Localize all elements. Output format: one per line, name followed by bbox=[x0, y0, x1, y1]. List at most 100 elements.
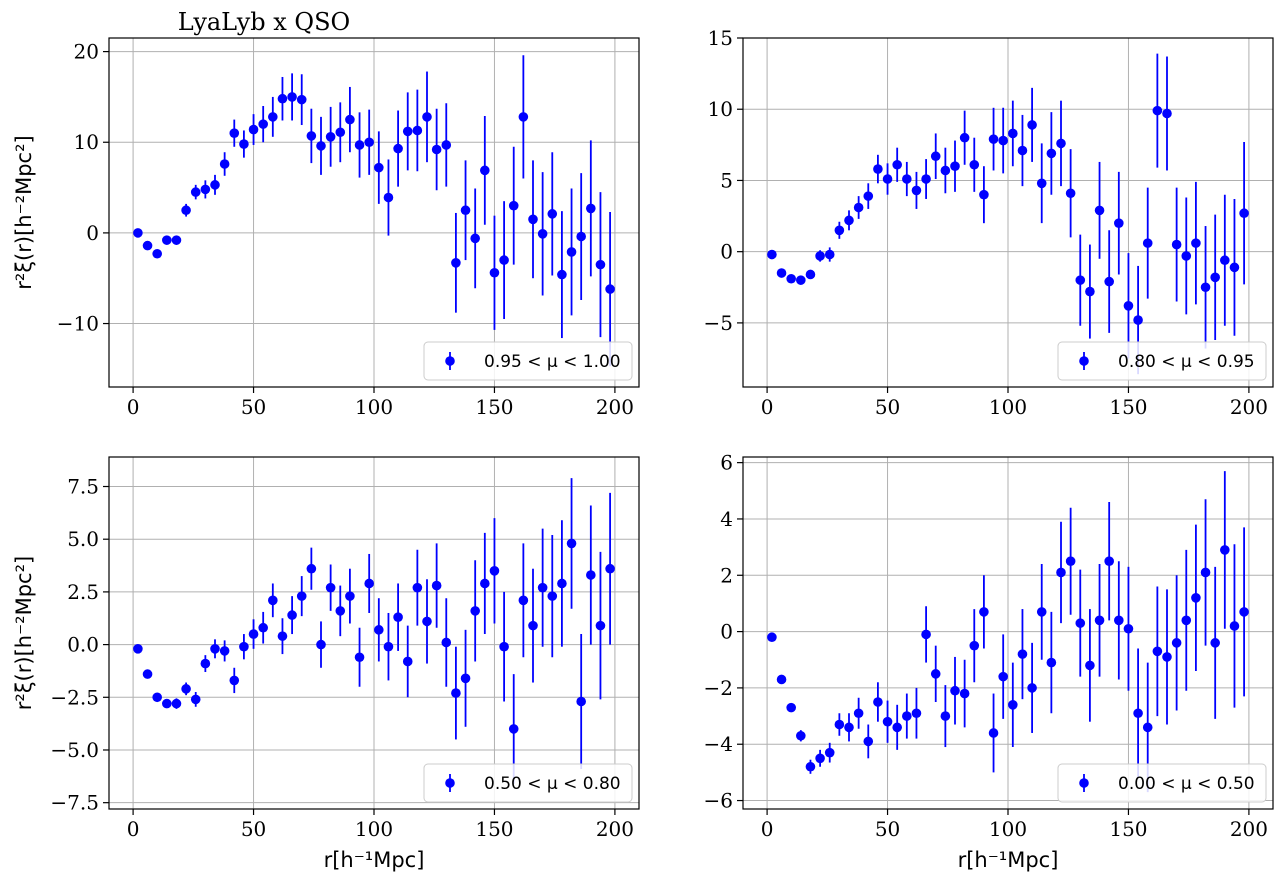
data-point bbox=[1220, 545, 1230, 555]
data-point bbox=[364, 578, 374, 589]
data-point bbox=[988, 728, 999, 738]
data-point bbox=[354, 140, 365, 150]
data-point bbox=[325, 582, 336, 593]
data-point bbox=[190, 187, 201, 197]
data-point bbox=[892, 722, 902, 733]
data-point bbox=[998, 135, 1008, 146]
legend-label: 0.50 < μ < 0.80 bbox=[484, 774, 621, 794]
y-tick-label: −5 bbox=[704, 311, 733, 335]
data-point bbox=[210, 644, 220, 654]
y-tick-label: 0 bbox=[720, 620, 733, 644]
data-point bbox=[930, 151, 941, 162]
data-point bbox=[287, 92, 297, 102]
data-point bbox=[1200, 567, 1211, 578]
data-point bbox=[1046, 657, 1057, 668]
data-point bbox=[296, 591, 307, 601]
x-tick-label: 0 bbox=[761, 817, 774, 841]
y-tick-label: 20 bbox=[74, 40, 99, 64]
data-point bbox=[1142, 238, 1153, 248]
data-point bbox=[451, 258, 461, 268]
data-point bbox=[190, 694, 201, 705]
subplot-1: 0 50 100 150 200 −10 0 10 20 LyaLyb x QSO r²ξ(r)[h… bbox=[12, 8, 640, 419]
data-point bbox=[229, 675, 240, 686]
y-tick-label: 2 bbox=[720, 563, 733, 587]
legend-label: 0.95 < μ < 1.00 bbox=[484, 352, 621, 372]
data-point bbox=[1104, 556, 1114, 566]
data-point bbox=[460, 673, 471, 684]
y-tick-label: 7.5 bbox=[67, 475, 99, 499]
data-point bbox=[480, 578, 490, 589]
data-point bbox=[345, 114, 355, 125]
data-point bbox=[1036, 607, 1047, 617]
data-point bbox=[776, 674, 787, 685]
data-point bbox=[422, 616, 432, 627]
x-tick-label: 200 bbox=[1230, 817, 1268, 841]
data-point bbox=[306, 131, 317, 141]
axes-frame bbox=[742, 456, 1274, 810]
data-point bbox=[1094, 615, 1105, 626]
data-point bbox=[1229, 621, 1240, 631]
data-point bbox=[441, 140, 452, 150]
x-tick-label: 0 bbox=[127, 395, 140, 419]
x-tick-label: 0 bbox=[761, 395, 774, 419]
data-series bbox=[767, 53, 1249, 375]
data-point bbox=[518, 595, 529, 606]
data-point bbox=[383, 192, 394, 203]
y-axis-label: r²ξ(r)[h⁻²Mpc²] bbox=[12, 556, 36, 710]
data-point bbox=[902, 711, 912, 721]
data-point bbox=[1075, 275, 1086, 285]
data-point bbox=[605, 284, 615, 294]
data-point bbox=[374, 625, 384, 635]
data-point bbox=[133, 644, 143, 654]
data-point bbox=[566, 247, 577, 257]
data-point bbox=[383, 641, 394, 652]
data-point bbox=[1085, 286, 1095, 297]
data-point bbox=[393, 612, 403, 622]
x-tick-label: 0 bbox=[127, 817, 140, 841]
data-point bbox=[1008, 700, 1018, 710]
data-series bbox=[133, 478, 615, 784]
data-point bbox=[162, 698, 172, 709]
data-point bbox=[595, 259, 606, 270]
data-point bbox=[1220, 255, 1230, 266]
data-point bbox=[316, 141, 326, 151]
data-point bbox=[1162, 652, 1172, 662]
data-point bbox=[402, 656, 413, 667]
data-point bbox=[863, 191, 874, 201]
data-point bbox=[1065, 556, 1076, 566]
x-axis-label: r[h⁻¹Mpc] bbox=[324, 848, 425, 872]
data-point bbox=[200, 658, 211, 669]
data-point bbox=[171, 698, 182, 709]
data-point bbox=[460, 205, 471, 216]
data-point bbox=[1114, 218, 1124, 228]
data-point bbox=[557, 269, 567, 280]
legend-marker bbox=[1079, 356, 1089, 366]
data-point bbox=[786, 702, 796, 713]
data-point bbox=[1046, 148, 1057, 159]
data-point bbox=[873, 164, 883, 174]
y-tick-label: 5.0 bbox=[67, 527, 99, 551]
data-point bbox=[873, 697, 883, 707]
data-point bbox=[1239, 208, 1249, 219]
data-point bbox=[1210, 272, 1220, 283]
data-point bbox=[921, 174, 931, 184]
data-point bbox=[528, 620, 538, 631]
legend-box bbox=[1057, 341, 1267, 381]
y-tick-label: 10 bbox=[74, 130, 99, 154]
data-point bbox=[605, 563, 615, 574]
data-point bbox=[1027, 683, 1037, 693]
data-point bbox=[1056, 138, 1066, 149]
data-point bbox=[959, 132, 970, 143]
data-point bbox=[844, 215, 854, 226]
data-point bbox=[1191, 593, 1201, 603]
data-point bbox=[566, 538, 577, 549]
y-tick-label: 6 bbox=[720, 451, 733, 475]
data-point bbox=[1017, 145, 1028, 156]
data-point bbox=[998, 671, 1008, 682]
data-point bbox=[1239, 607, 1249, 617]
data-point bbox=[776, 268, 787, 278]
y-tick-label: −2.5 bbox=[50, 685, 99, 709]
data-point bbox=[268, 595, 278, 606]
x-tick-label: 150 bbox=[1109, 395, 1147, 419]
